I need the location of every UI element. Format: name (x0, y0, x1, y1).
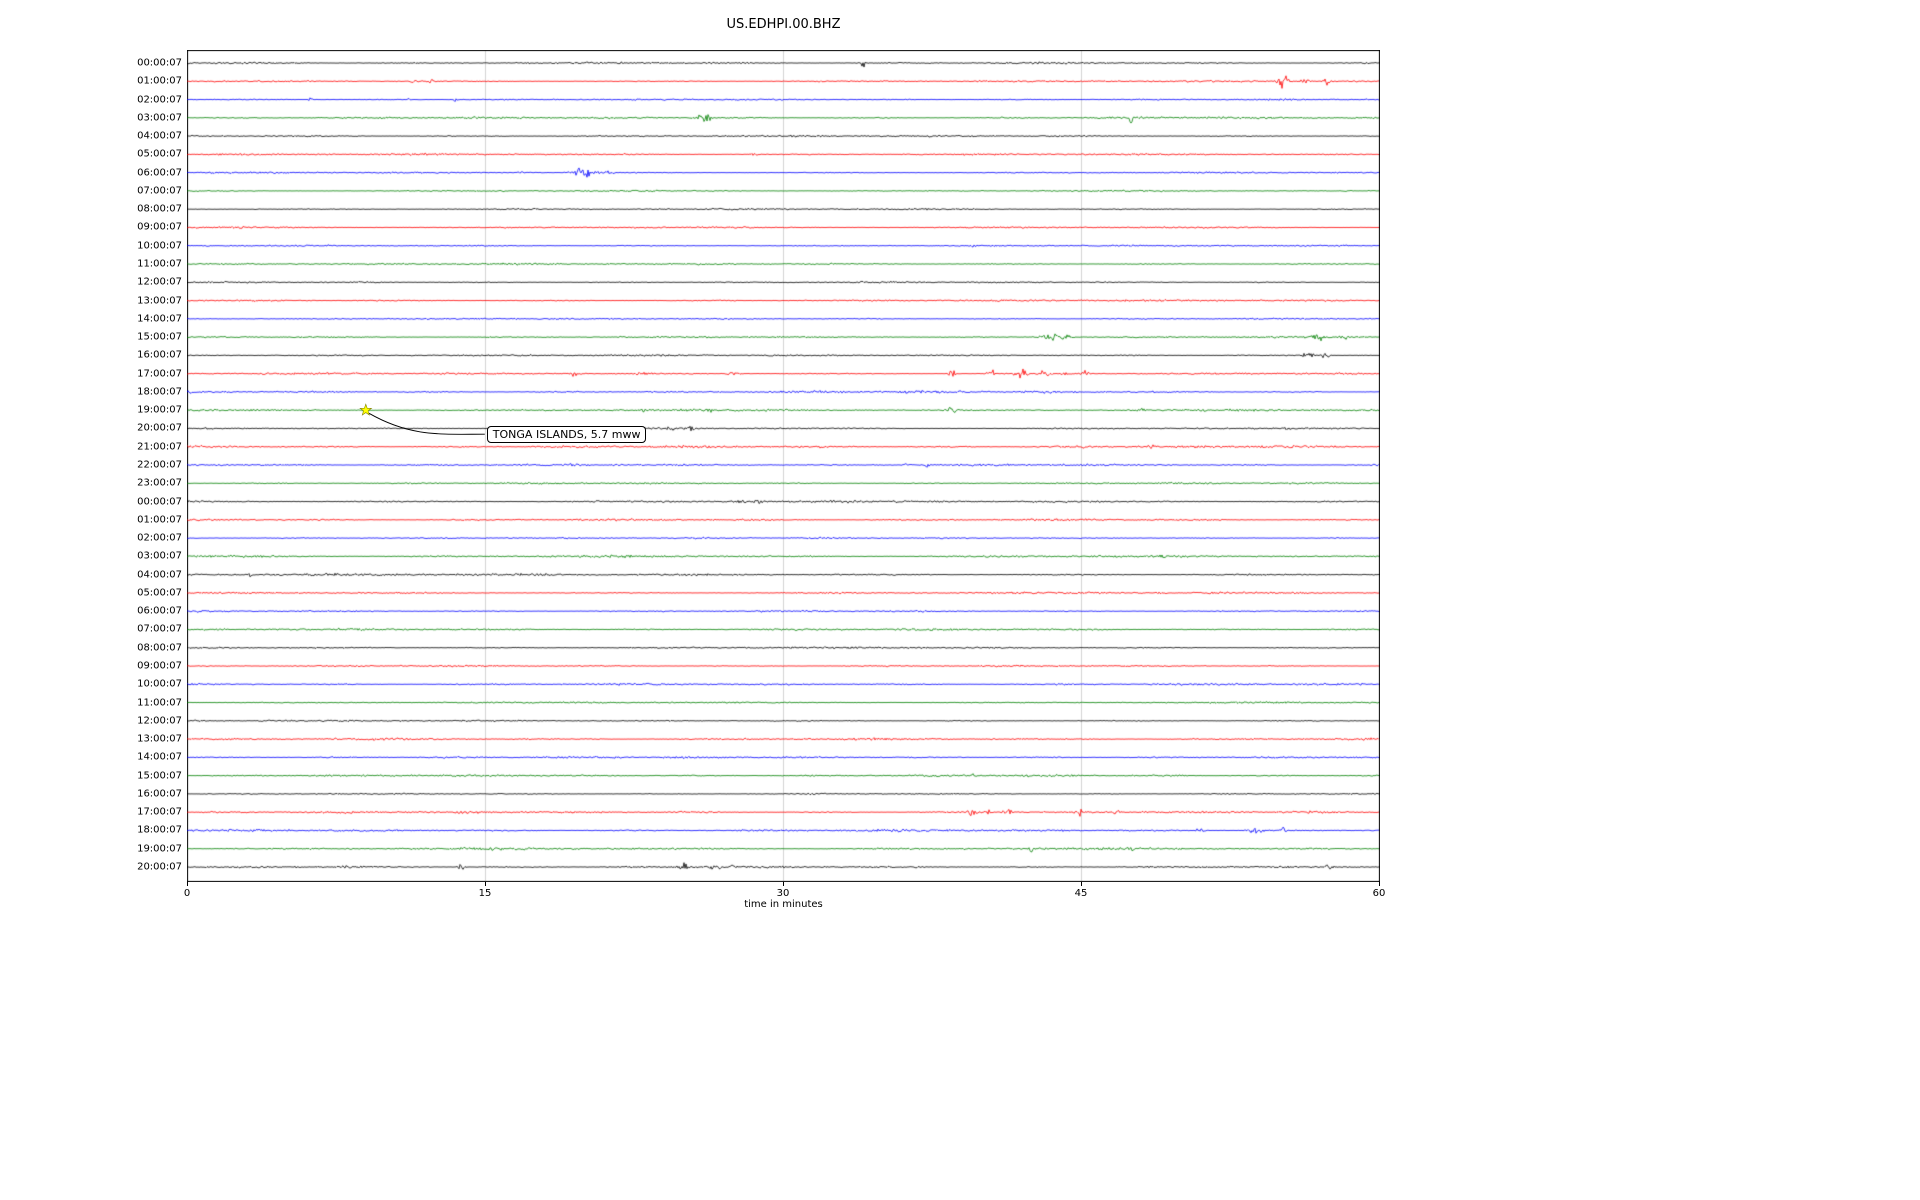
row-label: 13:00:07 (137, 733, 182, 745)
row-label: 16:00:07 (137, 349, 182, 361)
plot-area: TONGA ISLANDS, 5.7 mww (187, 50, 1380, 882)
row-label: 12:00:07 (137, 276, 182, 288)
x-axis-ticks: 0 15 30 45 60 (183, 882, 1385, 916)
row-label: 13:00:07 (137, 295, 182, 307)
x-tick-mark (1081, 882, 1082, 886)
row-label: 08:00:07 (137, 642, 182, 654)
row-label: 11:00:07 (137, 697, 182, 709)
row-label: 15:00:07 (137, 770, 182, 782)
row-label: 09:00:07 (137, 660, 182, 672)
row-label: 17:00:07 (137, 368, 182, 380)
x-tick-label: 30 (776, 888, 790, 899)
x-tick-mark (485, 882, 486, 886)
row-label: 09:00:07 (137, 221, 182, 233)
row-label: 10:00:07 (137, 678, 182, 690)
seismogram-canvas (187, 50, 1380, 882)
row-label: 20:00:07 (137, 422, 182, 434)
row-label-column: 00:00:07 01:00:07 02:00:07 03:00:07 04:00:07… (0, 50, 182, 882)
row-label: 05:00:07 (137, 587, 182, 599)
row-label: 04:00:07 (137, 130, 182, 142)
row-label: 19:00:07 (137, 843, 182, 855)
row-label: 10:00:07 (137, 240, 182, 252)
row-label: 02:00:07 (137, 94, 182, 106)
row-label: 14:00:07 (137, 313, 182, 325)
plot-title: US.EDHPI.00.BHZ (726, 17, 841, 32)
row-label: 06:00:07 (137, 605, 182, 617)
row-label: 00:00:07 (137, 496, 182, 508)
row-label: 15:00:07 (137, 331, 182, 343)
row-label: 04:00:07 (137, 569, 182, 581)
row-label: 16:00:07 (137, 788, 182, 800)
row-label: 17:00:07 (137, 806, 182, 818)
row-label: 18:00:07 (137, 386, 182, 398)
row-label: 03:00:07 (137, 112, 182, 124)
x-tick-label: 15 (478, 888, 492, 899)
row-label: 08:00:07 (137, 203, 182, 215)
row-label: 14:00:07 (137, 751, 182, 763)
row-label: 19:00:07 (137, 404, 182, 416)
row-label: 01:00:07 (137, 514, 182, 526)
row-label: 22:00:07 (137, 459, 182, 471)
row-label: 02:00:07 (137, 532, 182, 544)
x-axis-label: time in minutes (744, 899, 823, 910)
row-label: 20:00:07 (137, 861, 182, 873)
x-tick-label: 0 (183, 888, 191, 899)
row-label: 12:00:07 (137, 715, 182, 727)
row-label: 01:00:07 (137, 75, 182, 87)
row-label: 23:00:07 (137, 477, 182, 489)
row-label: 18:00:07 (137, 824, 182, 836)
row-label: 03:00:07 (137, 550, 182, 562)
row-label: 00:00:07 (137, 57, 182, 69)
x-tick-mark (1379, 882, 1380, 886)
row-label: 11:00:07 (137, 258, 182, 270)
row-label: 05:00:07 (137, 148, 182, 160)
row-label: 06:00:07 (137, 167, 182, 179)
row-label: 07:00:07 (137, 623, 182, 635)
x-tick-mark (187, 882, 188, 886)
x-tick-mark (783, 882, 784, 886)
event-annotation: TONGA ISLANDS, 5.7 mww (486, 426, 647, 444)
row-label: 21:00:07 (137, 441, 182, 453)
row-label: 07:00:07 (137, 185, 182, 197)
x-tick-label: 60 (1372, 888, 1386, 899)
x-tick-label: 45 (1074, 888, 1088, 899)
